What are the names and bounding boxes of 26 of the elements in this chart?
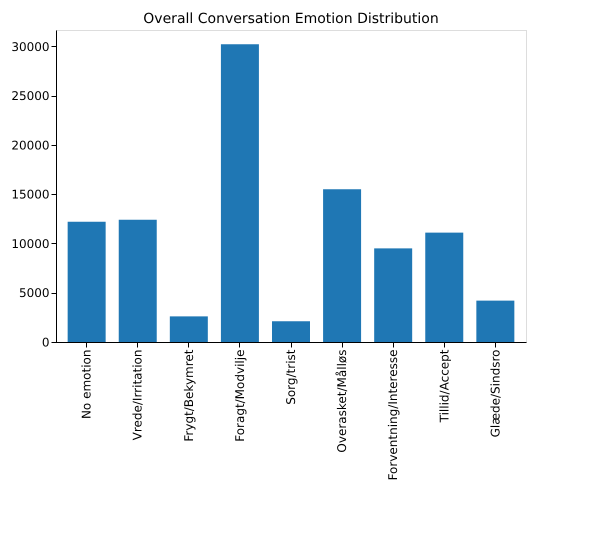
- bar: [374, 248, 412, 342]
- chart-title: Overall Conversation Emotion Distribution: [143, 11, 439, 27]
- x-tick-label: No emotion: [80, 350, 94, 420]
- x-tick-label: Frygt/Bekymret: [182, 349, 196, 442]
- x-tick-label: Foragt/Modvilje: [232, 350, 247, 442]
- y-tick-label: 10000: [11, 236, 50, 251]
- bar: [220, 44, 259, 342]
- y-tick-label: 25000: [11, 89, 50, 104]
- bar: [68, 222, 106, 342]
- y-tick-label: 5000: [18, 286, 50, 300]
- y-tick-label: 30000: [11, 40, 50, 54]
- bar: [170, 316, 208, 342]
- x-tick-label: Glæde/Sindsro: [488, 350, 502, 438]
- x-tick-label: Forventning/Interesse: [386, 350, 400, 480]
- bar: [476, 300, 514, 342]
- y-tick-label: 15000: [11, 188, 50, 202]
- x-tick-label: Tillid/Accept: [437, 349, 452, 424]
- x-tick-label: Sorg/trist: [284, 349, 298, 405]
- bar: [425, 232, 464, 342]
- y-tick-label: 20000: [11, 138, 50, 152]
- y-tick-label: 0: [42, 336, 50, 350]
- x-tick-label: Vrede/Irritation: [130, 350, 145, 440]
- bar: [272, 321, 310, 342]
- bar: [323, 189, 362, 342]
- bar: [118, 220, 157, 342]
- x-tick-label: Overasket/Målløs: [335, 350, 350, 453]
